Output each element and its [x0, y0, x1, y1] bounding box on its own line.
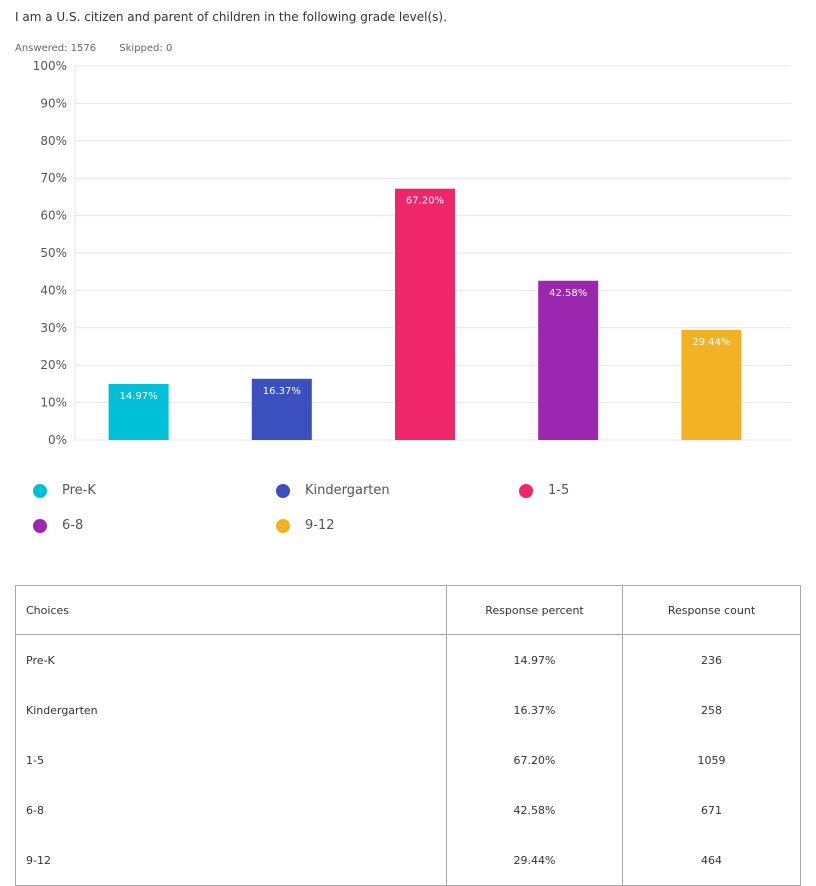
choice-cell: Pre-K	[15, 634, 447, 685]
choice-cell: 1-5	[15, 735, 447, 785]
y-tick-label: 0%	[48, 433, 67, 447]
count-cell: 258	[622, 685, 801, 735]
y-tick-label: 20%	[40, 358, 67, 372]
legend-label: 1-5	[548, 483, 570, 498]
legend-dot-icon	[276, 483, 290, 498]
legend-item: 9-12	[276, 518, 335, 533]
skipped-count: Skipped: 0	[119, 43, 173, 54]
count-cell: 236	[622, 634, 801, 685]
table-row: 9-12 29.44% 464	[15, 835, 801, 886]
y-tick-label: 90%	[40, 96, 67, 110]
y-tick-label: 80%	[40, 134, 67, 148]
choice-cell: 6-8	[15, 785, 447, 835]
y-tick-label: 50%	[40, 246, 67, 260]
response-stats: Answered: 1576 Skipped: 0	[15, 43, 192, 54]
table-row: 1-5 67.20% 1059	[15, 735, 801, 785]
legend-dot-icon	[519, 483, 533, 498]
legend-label: 6-8	[62, 518, 84, 533]
legend-item: 1-5	[519, 483, 569, 498]
legend-label: Kindergarten	[305, 483, 390, 498]
legend-dot-icon	[276, 518, 290, 533]
count-cell: 464	[622, 835, 801, 886]
percent-cell: 42.58%	[446, 785, 623, 835]
count-cell: 1059	[622, 735, 801, 785]
count-cell: 671	[622, 785, 801, 835]
bar-4	[681, 329, 742, 440]
choice-cell: 9-12	[15, 835, 447, 886]
legend-dot-icon	[33, 483, 47, 498]
legend-label: Pre-K	[62, 483, 96, 498]
bar-0	[108, 384, 169, 440]
y-tick-label: 40%	[40, 283, 67, 297]
header-choices: Choices	[15, 585, 447, 635]
results-table: Choices Response percent Response count …	[15, 585, 801, 886]
bar-value-label: 16.37%	[263, 386, 301, 397]
legend-label: 9-12	[305, 518, 335, 533]
bar-value-label: 67.20%	[406, 196, 444, 207]
table-row: Pre-K 14.97% 236	[15, 634, 801, 685]
percent-cell: 14.97%	[446, 634, 623, 685]
bar-value-label: 42.58%	[549, 288, 587, 299]
y-tick-label: 70%	[40, 171, 67, 185]
percent-cell: 67.20%	[446, 735, 623, 785]
bar-1	[251, 378, 312, 440]
legend-item: 6-8	[33, 518, 83, 533]
y-tick-label: 60%	[40, 209, 67, 223]
bar-3	[538, 280, 599, 440]
answered-count: Answered: 1576	[15, 43, 97, 54]
percent-cell: 16.37%	[446, 685, 623, 735]
legend-dot-icon	[33, 518, 47, 533]
bar-2	[395, 188, 455, 440]
bar-chart: 0% 10% 20% 30% 40% 50% 60% 70% 80% 90% 100% 14.97% 1…	[33, 59, 791, 447]
header-response-percent: Response percent	[446, 585, 623, 635]
table-header-row: Choices Response percent Response count	[15, 585, 801, 635]
percent-cell: 29.44%	[446, 835, 623, 886]
question-title: I am a U.S. citizen and parent of childr…	[15, 10, 447, 24]
table-row: Kindergarten 16.37% 258	[15, 685, 801, 735]
y-tick-label: 30%	[40, 321, 67, 335]
bar-value-label: 14.97%	[120, 391, 158, 402]
y-tick-label: 100%	[33, 59, 67, 73]
table-row: 6-8 42.58% 671	[15, 785, 801, 835]
header-response-count: Response count	[622, 585, 801, 635]
y-tick-label: 10%	[40, 396, 67, 410]
bar-value-label: 29.44%	[692, 337, 730, 348]
legend-item: Kindergarten	[276, 483, 390, 498]
legend-item: Pre-K	[33, 483, 96, 498]
choice-cell: Kindergarten	[15, 685, 447, 735]
